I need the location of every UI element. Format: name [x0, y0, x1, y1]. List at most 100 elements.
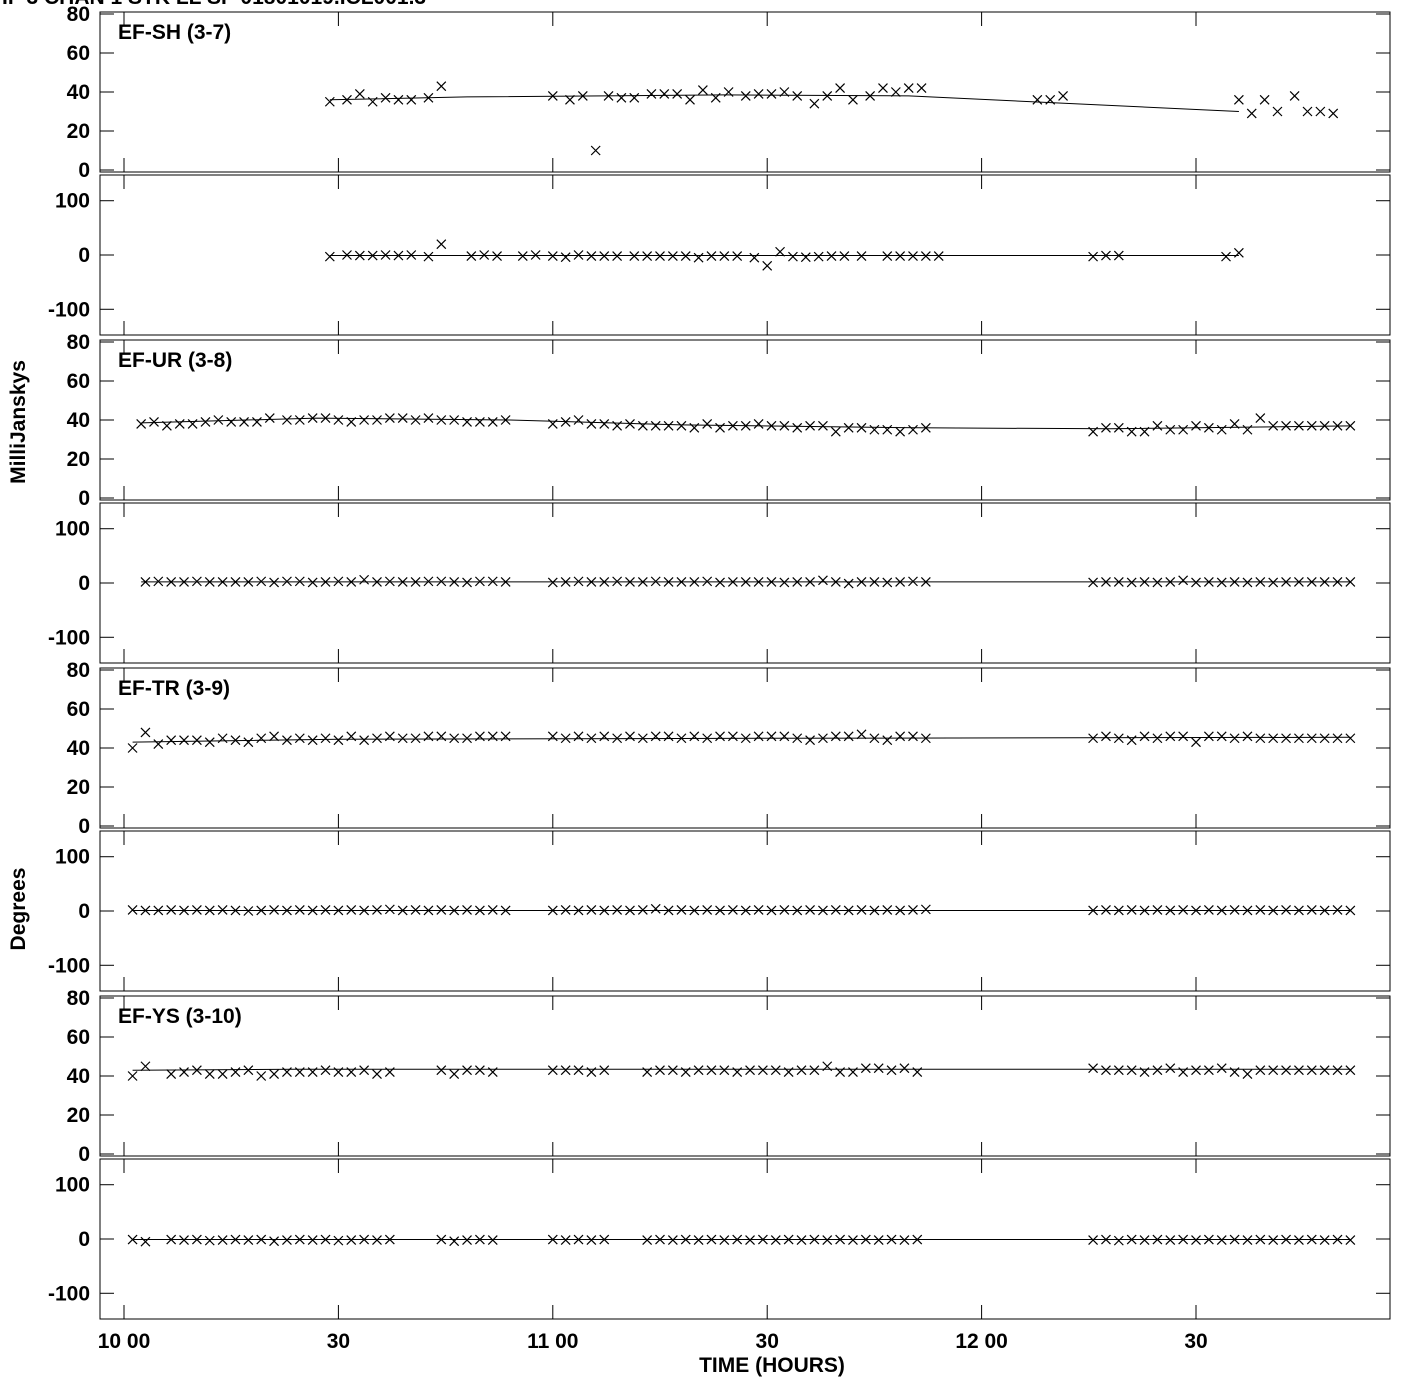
amp-point [856, 422, 867, 433]
x-tick-label: 30 [327, 1330, 350, 1353]
phase-point [800, 252, 811, 263]
phase-point [479, 250, 490, 260]
amp-point [586, 1067, 597, 1078]
amp-point [766, 731, 777, 742]
amp-point [226, 417, 237, 427]
amp-y-tick-label: 20 [67, 776, 90, 799]
amp-point [1272, 106, 1283, 117]
phase-point [796, 1235, 807, 1246]
phase-point [1126, 577, 1137, 588]
phase-point [586, 251, 597, 262]
amp-point [766, 89, 777, 99]
phase-point [449, 576, 460, 587]
baseline-label: EF-YS (3-10) [118, 1005, 242, 1028]
phase-point [655, 1234, 665, 1245]
amp-point [740, 90, 751, 101]
amp-point [547, 731, 558, 742]
amp-y-tick-label: 20 [67, 1104, 90, 1127]
amp-point [882, 735, 893, 746]
phase-point [166, 904, 177, 915]
amp-point [256, 1071, 267, 1081]
phase-point [359, 574, 370, 585]
amp-point [835, 1067, 846, 1078]
amp-point [573, 415, 584, 425]
amp-y-tick-label: 0 [78, 1143, 90, 1166]
amp-point [487, 731, 498, 742]
amp-point [770, 1065, 781, 1076]
amp-point [1345, 420, 1356, 431]
phase-point [727, 576, 738, 587]
amp-point [1216, 424, 1227, 435]
phase-point [153, 576, 164, 587]
amp-point [1242, 731, 1253, 742]
amp-point [805, 420, 816, 431]
amp-point [1255, 413, 1266, 423]
phase-point [655, 251, 665, 262]
phase-point [436, 904, 447, 915]
amp-point [693, 1065, 704, 1076]
phase-point [702, 576, 713, 587]
phase-point [1345, 905, 1356, 916]
amp-point [410, 415, 421, 425]
amp-point [1229, 418, 1240, 429]
amp-point [252, 417, 262, 427]
amp-point [200, 417, 211, 427]
amp-point [843, 731, 854, 742]
phase-point [560, 904, 571, 915]
phase-point [856, 251, 867, 262]
phase-y-tick-label: 100 [55, 518, 90, 541]
phase-point [830, 576, 841, 587]
amp-y-tick-label: 80 [67, 331, 90, 354]
phase-point [372, 1235, 382, 1246]
phase-point [384, 576, 395, 587]
phase-point [1216, 577, 1227, 588]
amp-point [1045, 94, 1056, 105]
amp-point [835, 83, 846, 94]
x-tick-label: 30 [1184, 1330, 1207, 1353]
amp-point [573, 731, 584, 742]
phase-point [342, 250, 352, 260]
amp-point [1152, 733, 1163, 744]
amp-point [1178, 731, 1189, 742]
amp-point [191, 1065, 202, 1076]
phase-point [612, 251, 623, 262]
amp-point [436, 731, 447, 742]
amp-point [333, 1067, 344, 1078]
phase-point [256, 576, 267, 587]
phase-point [1101, 904, 1111, 915]
amp-point [625, 418, 635, 429]
amp-point [1246, 108, 1257, 119]
phase-point [667, 251, 678, 262]
amp-y-tick-label: 0 [78, 815, 90, 838]
phase-point [895, 576, 906, 587]
phase-point [462, 904, 472, 915]
phase-y-tick-label: -100 [48, 298, 90, 321]
phase-point [324, 251, 335, 262]
amp-y-tick-label: 80 [67, 987, 90, 1010]
amp-point [217, 733, 228, 744]
phase-y-tick-label: -100 [48, 1282, 90, 1305]
phase-point [689, 576, 700, 587]
amp-point [1319, 733, 1330, 744]
amp-point [204, 737, 215, 748]
amp-point [230, 735, 241, 746]
amp-point [685, 94, 695, 105]
amp-point [187, 418, 198, 429]
amp-point [380, 92, 391, 103]
phase-point [333, 1235, 344, 1246]
phase-point [629, 251, 640, 262]
amp-point [1306, 733, 1317, 744]
amp-point [127, 743, 138, 753]
phase-point [676, 576, 687, 587]
phase-point [500, 576, 511, 587]
amp-y-tick-label: 80 [67, 659, 90, 682]
phase-point [307, 1235, 318, 1246]
amp-point [873, 1063, 884, 1074]
amp-point [689, 422, 700, 433]
phase-point [320, 576, 331, 587]
phase-point [848, 1235, 858, 1246]
phase-point [372, 904, 382, 915]
phase-point [835, 1234, 846, 1245]
